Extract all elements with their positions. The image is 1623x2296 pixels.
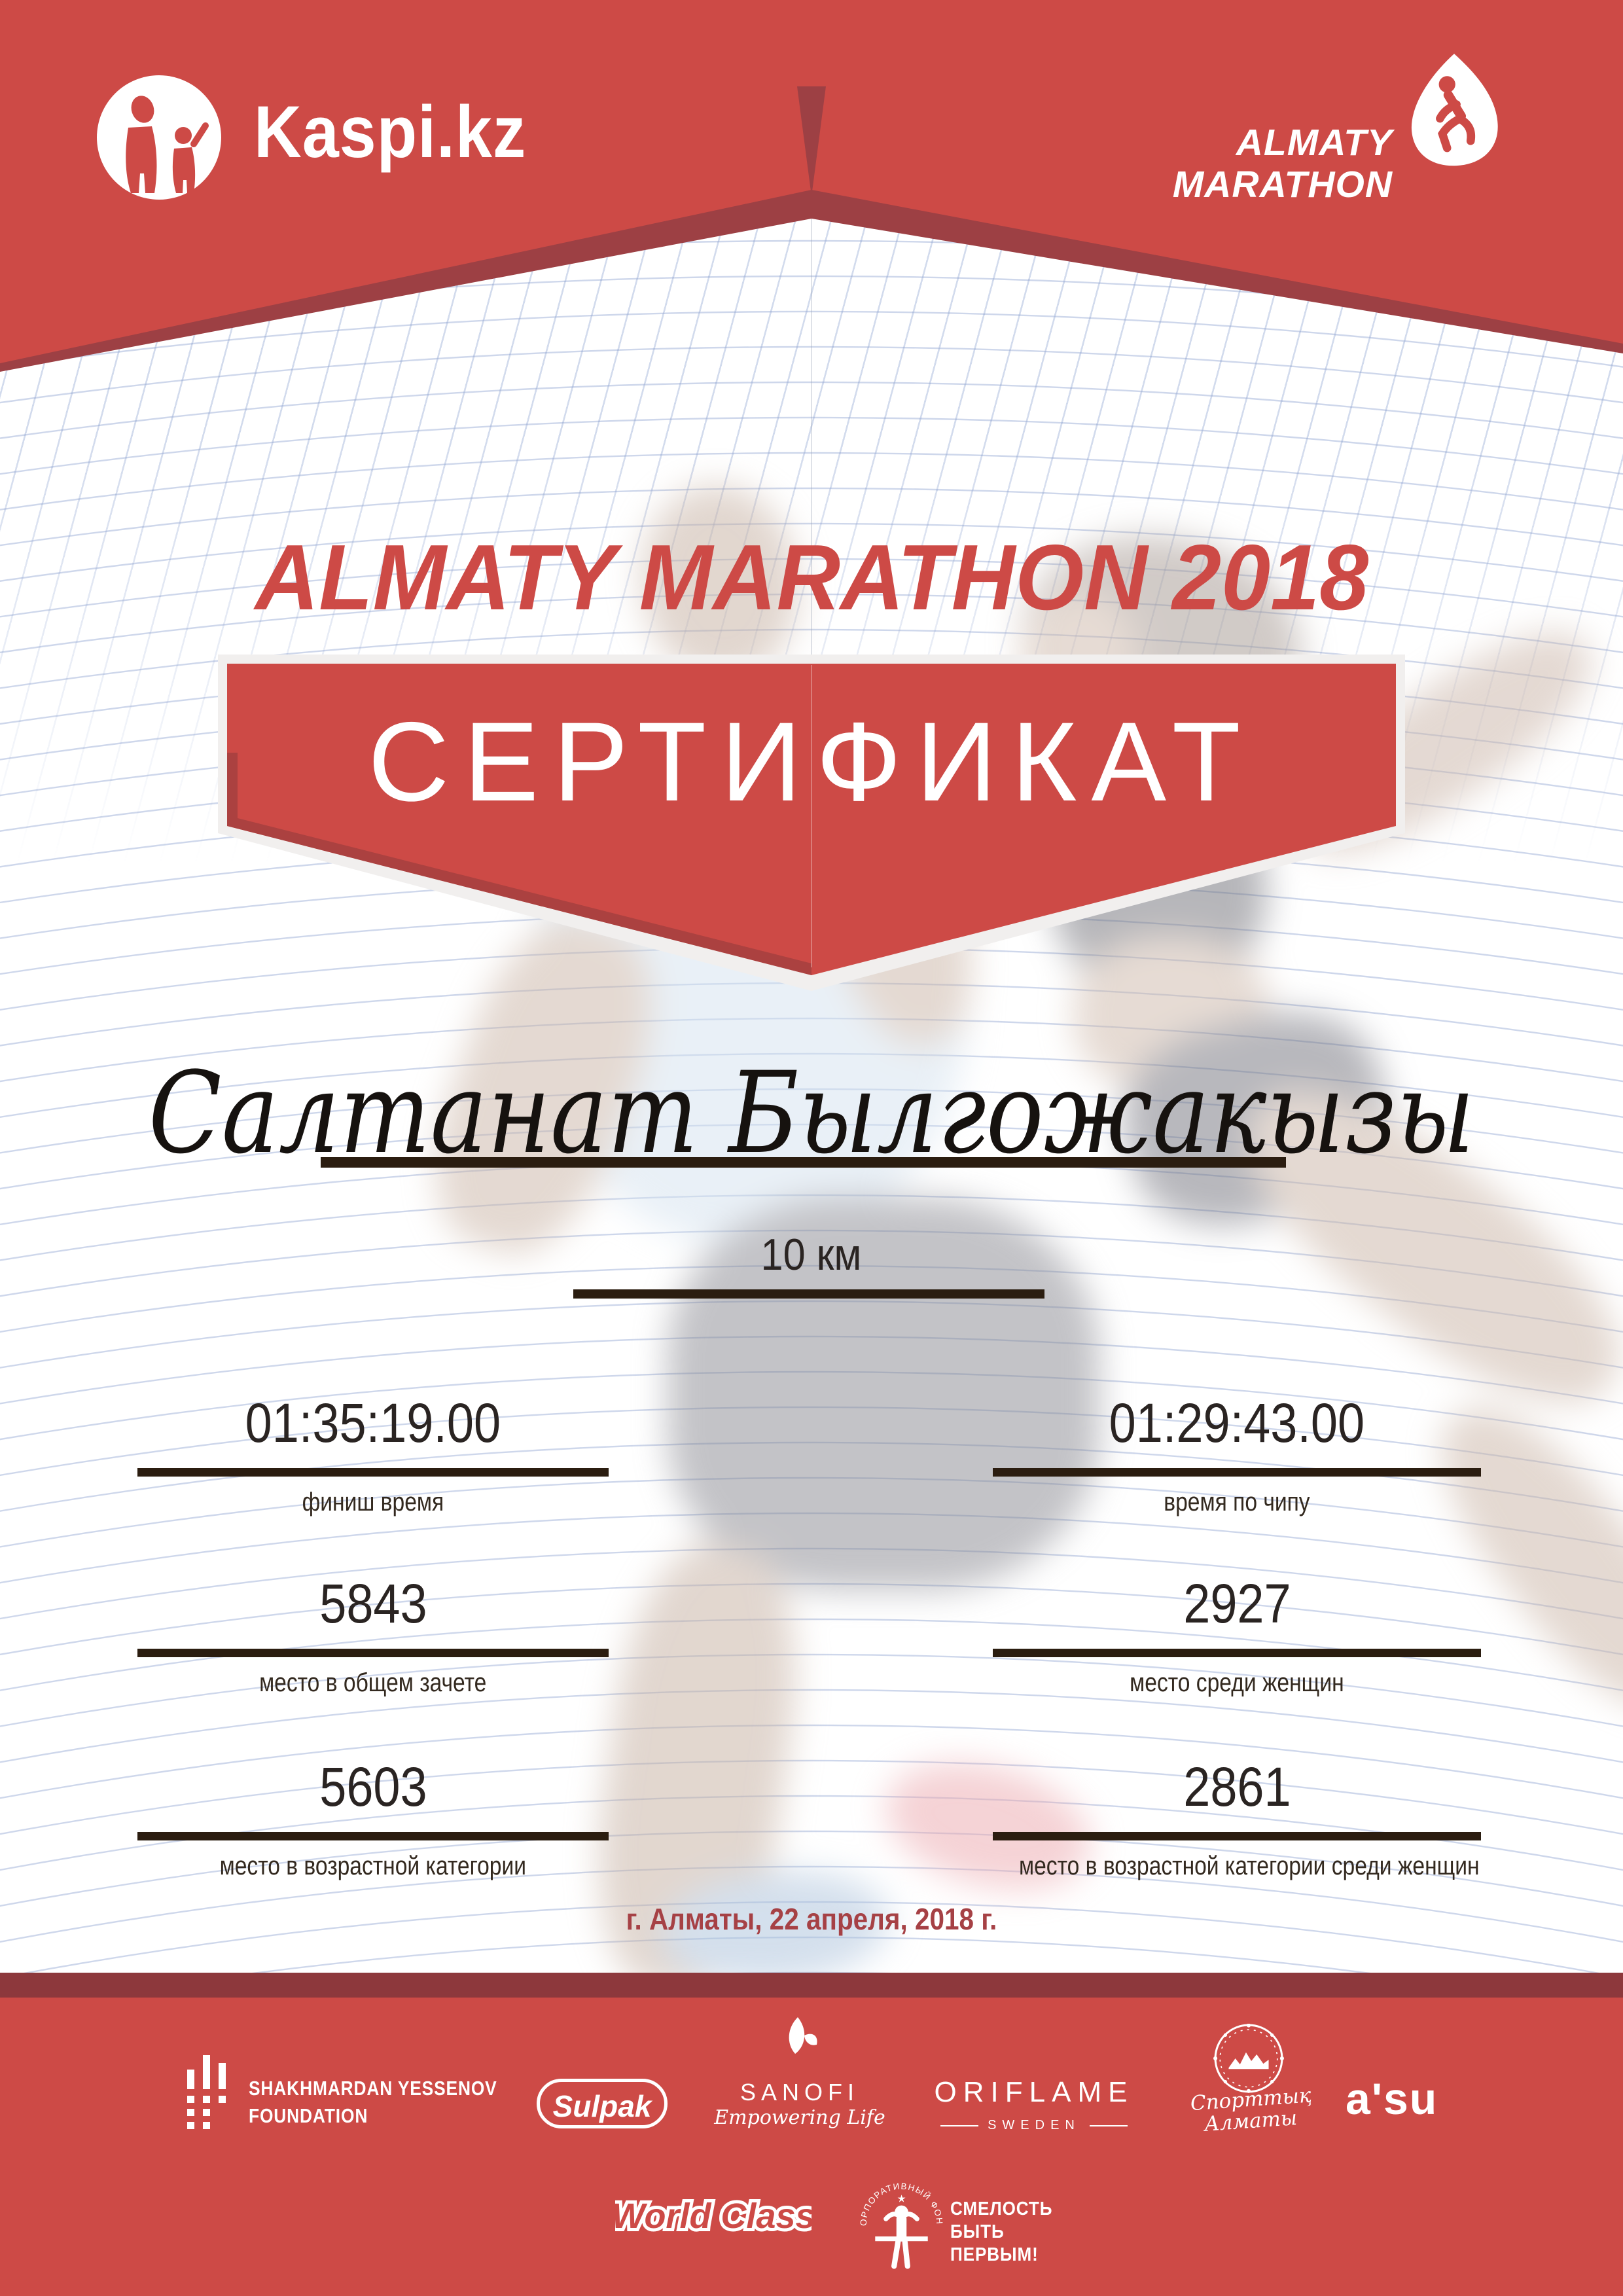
kaspi-logo-text: Kaspi.kz — [254, 91, 527, 173]
name-underline — [321, 1157, 1286, 1168]
oriflame-sweden-row: SWEDEN — [916, 2118, 1152, 2133]
age-group-women-place-label: место в возрастной категории среди женщи… — [1019, 1852, 1480, 1880]
finish-time-label: финиш время — [302, 1488, 444, 1516]
sanofi-logo-text: SANOFI — [740, 2079, 859, 2106]
kaspi-people-icon — [97, 75, 221, 200]
footer-red-panel — [0, 1998, 1623, 2296]
almaty-marathon-line1: ALMATY — [1236, 122, 1393, 164]
fond-emblem: КОРПОРАТИВНЫЙ ФОНД ★ — [857, 2172, 944, 2269]
chip-time-label: время по чипу — [1164, 1488, 1310, 1516]
sulpak-logo: Sulpak — [537, 2079, 668, 2128]
page-title: ALMATY MARATHON 2018 — [255, 526, 1368, 630]
certificate-label: СЕРТИФИКАТ — [368, 699, 1255, 825]
yessenov-line2: FOUNDATION — [249, 2104, 368, 2127]
finish-time-value: 01:35:19.00 — [245, 1392, 501, 1454]
oriflame-line-right — [1089, 2125, 1128, 2126]
age-group-place-label: место в возрастной категории — [219, 1852, 527, 1880]
center-crease-banner — [811, 665, 812, 967]
fond-slogan-line3: ПЕРВЫМ! — [950, 2244, 1039, 2265]
age-group-place-value: 5603 — [319, 1756, 427, 1818]
sport-almaty-text: Спорттық Алматы — [1190, 2083, 1312, 2136]
yessenov-foundation-text: SHAKHMARDAN YESSENOV FOUNDATION — [249, 2075, 541, 2130]
center-crease — [811, 216, 812, 664]
kaspi-logo: Kaspi.kz — [97, 75, 594, 206]
sport-almaty-emblem — [1213, 2024, 1284, 2093]
oriflame-country: SWEDEN — [988, 2118, 1080, 2132]
oriflame-logo-text: ORIFLAME — [934, 2076, 1134, 2108]
oriflame-line-left — [940, 2125, 979, 2126]
almaty-marathon-logo-text: ALMATY MARATHON — [1173, 122, 1393, 206]
date-location: г. Алматы, 22 апреля, 2018 г. — [626, 1902, 997, 1936]
world-class-logo: World Class — [615, 2193, 812, 2239]
overall-place-label: место в общем зачете — [259, 1668, 487, 1697]
footer-dark-band — [0, 1973, 1623, 1998]
yessenov-foundation-icon — [187, 2055, 226, 2129]
stat-underline — [993, 1468, 1481, 1477]
distance-underline — [573, 1289, 1044, 1299]
svg-text:★: ★ — [897, 2193, 906, 2204]
overall-place-value: 5843 — [319, 1573, 427, 1634]
age-group-women-place-value: 2861 — [1183, 1756, 1291, 1818]
stat-underline — [137, 1832, 609, 1840]
stat-underline — [137, 1649, 609, 1657]
fond-slogan-line1: СМЕЛОСТЬ — [950, 2198, 1053, 2219]
distance-value: 10 км — [761, 1230, 862, 1280]
women-place-label: место среди женщин — [1130, 1668, 1344, 1697]
stat-underline — [137, 1468, 609, 1477]
stat-underline — [993, 1649, 1481, 1657]
chip-time-value: 01:29:43.00 — [1109, 1392, 1365, 1454]
sanofi-bird-icon — [789, 2017, 817, 2054]
sanofi-tagline: Empowering Life — [714, 2106, 885, 2129]
women-place-value: 2927 — [1183, 1573, 1291, 1634]
yessenov-line1: SHAKHMARDAN YESSENOV — [249, 2077, 497, 2100]
stat-underline — [993, 1832, 1481, 1840]
fond-slogan-line2: БЫТЬ — [950, 2221, 1005, 2242]
almaty-marathon-runner-icon — [1411, 54, 1498, 166]
asu-logo: a'su — [1346, 2074, 1438, 2124]
participant-name: Салтанат Былгожакызы — [148, 1047, 1475, 1179]
almaty-marathon-line2: MARATHON — [1172, 164, 1393, 206]
fond-slogan: СМЕЛОСТЬ БЫТЬ ПЕРВЫМ! — [950, 2198, 1064, 2267]
svg-text:World Class: World Class — [615, 2197, 812, 2236]
